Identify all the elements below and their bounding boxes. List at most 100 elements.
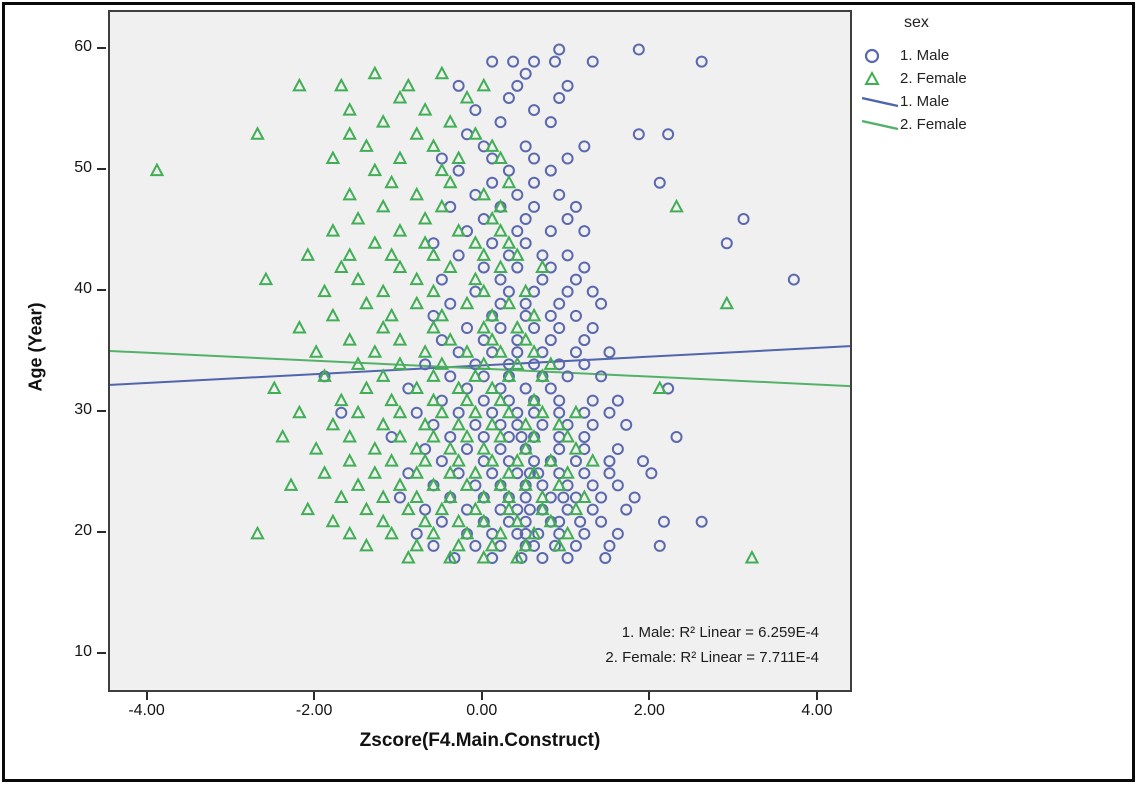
scatter-point-female xyxy=(384,247,399,261)
scatter-point-male xyxy=(553,297,566,310)
scatter-point-female xyxy=(334,259,349,273)
scatter-point-male xyxy=(603,455,616,468)
scatter-point-male xyxy=(419,358,432,371)
legend-label: 1. Male xyxy=(900,93,950,110)
y-tick-label: 30 xyxy=(74,400,92,418)
scatter-point-female xyxy=(484,453,500,467)
scatter-point-female xyxy=(317,465,332,479)
scatter-point-female xyxy=(535,501,550,516)
scatter-point-male xyxy=(544,225,557,238)
scatter-point-female xyxy=(493,477,508,491)
scatter-point-male xyxy=(569,309,582,322)
scatter-point-female xyxy=(535,404,550,419)
scatter-point-male xyxy=(469,418,482,431)
scatter-point-female xyxy=(484,537,500,552)
scatter-point-male xyxy=(469,539,482,552)
scatter-point-male xyxy=(595,297,608,310)
legend-entry-male-line: 1. Male xyxy=(862,90,1134,113)
scatter-point-male xyxy=(578,430,591,443)
scatter-point-male xyxy=(620,503,633,516)
scatter-point-female xyxy=(283,477,299,491)
y-tick-mark xyxy=(97,46,106,49)
scatter-point-male xyxy=(511,346,524,359)
scatter-point-male xyxy=(519,491,532,504)
scatter-point-female xyxy=(300,247,316,261)
scatter-point-female xyxy=(560,428,575,443)
scatter-point-female xyxy=(401,77,416,92)
scatter-point-female xyxy=(451,150,466,164)
scatter-point-female xyxy=(409,126,424,140)
scatter-point-female xyxy=(342,101,357,116)
scatter-point-male xyxy=(720,237,733,250)
scatter-point-female xyxy=(451,453,466,467)
scatter-point-male xyxy=(695,55,708,68)
scatter-point-male xyxy=(544,309,557,322)
scatter-point-female xyxy=(334,77,349,92)
scatter-point-female xyxy=(484,210,500,225)
scatter-point-female xyxy=(501,465,517,479)
scatter-point-female xyxy=(367,440,383,455)
x-tick-mark xyxy=(480,692,483,700)
y-tick-mark xyxy=(97,167,106,170)
scatter-point-female xyxy=(308,440,324,455)
scatter-point-female xyxy=(317,368,332,382)
scatter-point-female xyxy=(501,174,517,189)
scatter-point-female xyxy=(518,440,533,455)
scatter-point-female xyxy=(392,223,408,237)
scatter-point-male xyxy=(544,382,557,395)
scatter-point-male xyxy=(519,140,532,153)
scatter-point-female xyxy=(468,368,483,382)
scatter-point-male xyxy=(544,164,557,177)
y-tick-mark xyxy=(97,288,106,291)
scatter-point-female xyxy=(476,283,492,298)
scatter-point-female xyxy=(401,501,416,516)
scatter-point-female xyxy=(359,295,374,310)
scatter-point-female xyxy=(484,380,500,395)
scatter-point-female xyxy=(476,186,492,201)
scatter-point-male xyxy=(536,273,549,286)
scatter-point-female xyxy=(350,477,366,491)
legend-entry-female-line: 2. Female xyxy=(862,113,1134,136)
scatter-point-male xyxy=(528,358,541,371)
scatter-point-male xyxy=(595,515,608,528)
x-tick-label: 2.00 xyxy=(633,702,665,719)
scatter-point-female xyxy=(317,283,332,298)
scatter-point-male xyxy=(561,285,574,298)
scatter-point-female xyxy=(468,465,483,479)
scatter-point-female xyxy=(409,465,424,479)
scatter-point-female xyxy=(375,114,391,128)
scatter-point-female xyxy=(434,404,450,419)
scatter-point-male xyxy=(544,116,557,129)
scatter-point-female xyxy=(526,465,542,479)
scatter-point-female xyxy=(501,501,517,516)
female-fit-line-icon xyxy=(862,117,900,133)
scatter-point-female xyxy=(476,356,492,370)
scatter-point-female xyxy=(384,453,399,467)
scatter-point-female xyxy=(518,416,533,431)
scatter-point-female xyxy=(434,501,450,516)
scatter-point-female xyxy=(551,416,567,431)
scatter-point-female xyxy=(652,380,668,395)
scatter-point-female xyxy=(484,416,500,431)
scatter-point-female xyxy=(409,271,424,286)
legend-label: 1. Male xyxy=(900,47,950,64)
scatter-point-male xyxy=(553,91,566,104)
scatter-point-male xyxy=(787,273,800,286)
scatter-point-male xyxy=(486,406,499,419)
scatter-point-male xyxy=(444,297,457,310)
scatter-point-female xyxy=(292,77,307,92)
legend-entry-female-marker: 2. Female xyxy=(862,67,1134,90)
y-axis-title: Age (Year) xyxy=(25,302,46,392)
scatter-point-male xyxy=(477,394,490,407)
scatter-point-male xyxy=(569,200,582,213)
scatter-point-male xyxy=(620,418,633,431)
scatter-point-male xyxy=(486,237,499,250)
scatter-point-male xyxy=(515,430,528,443)
scatter-point-female xyxy=(434,162,450,177)
scatter-point-male xyxy=(519,297,532,310)
scatter-point-male xyxy=(557,491,570,504)
scatter-point-female xyxy=(526,344,542,358)
scatter-point-male xyxy=(611,527,624,540)
scatter-point-male xyxy=(670,430,683,443)
scatter-point-male xyxy=(611,443,624,456)
